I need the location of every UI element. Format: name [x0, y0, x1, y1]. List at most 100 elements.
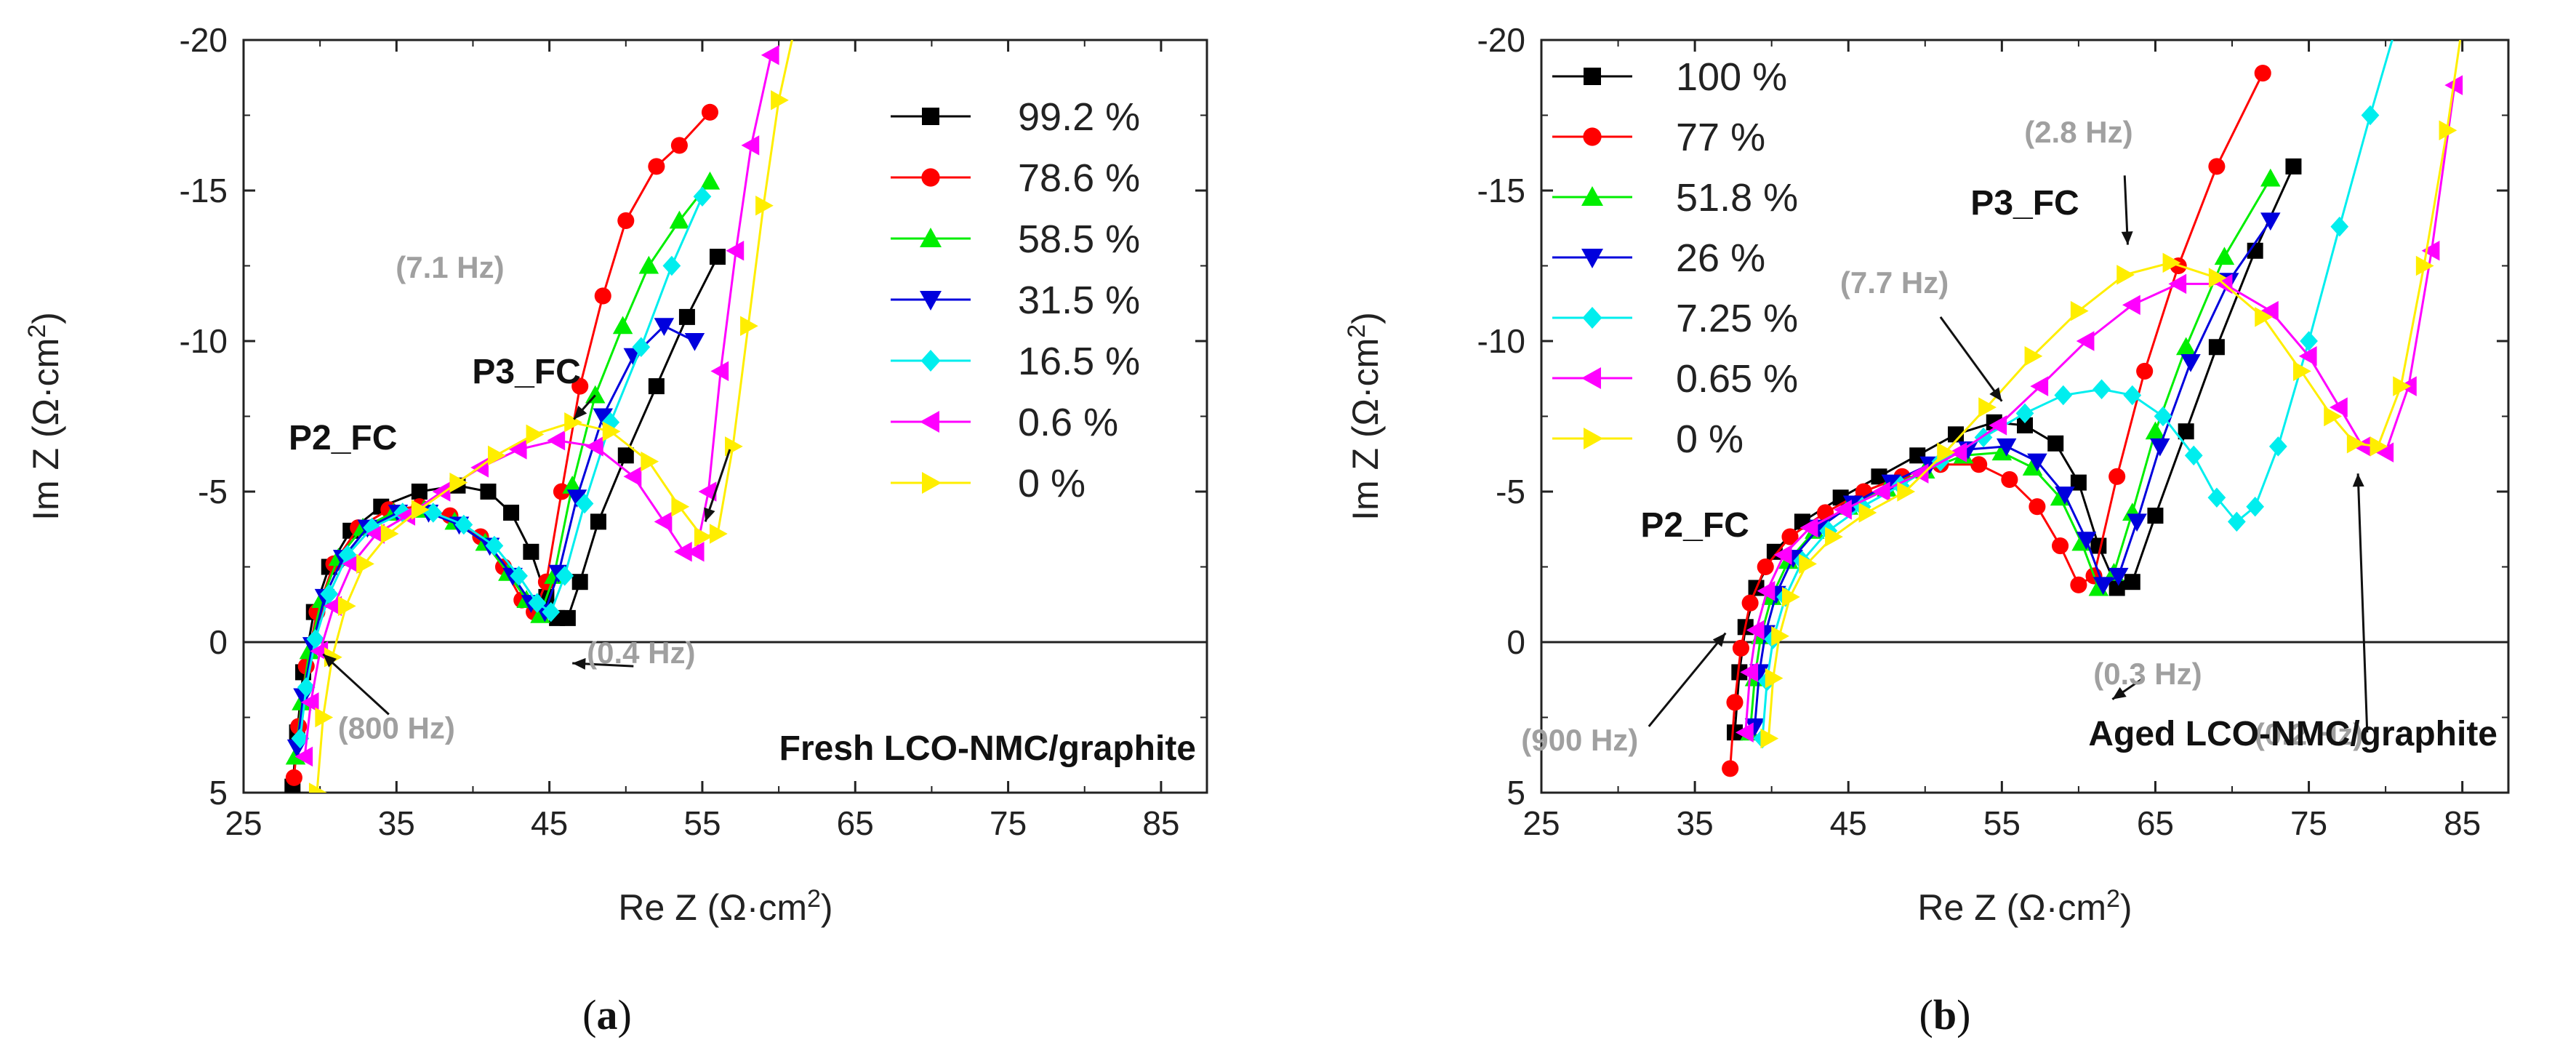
series-77-point [1970, 456, 1988, 473]
legend-marker [1582, 307, 1602, 329]
series-7-25-point [2392, 0, 2410, 20]
series-0-point [2255, 307, 2273, 327]
data-layer [284, 40, 793, 793]
series-0-6-point [710, 361, 729, 382]
series-0-point [1825, 526, 1843, 547]
series-0-6-point [547, 430, 566, 451]
y-tick-label: 5 [1506, 774, 1525, 812]
series-16-5-point [555, 566, 574, 586]
legend-label: 77 % [1676, 116, 1765, 159]
legend-marker [922, 108, 939, 125]
series-0-point [488, 445, 506, 466]
series-16-5-point [320, 584, 339, 604]
annotation-arrowhead [2352, 473, 2364, 487]
series-26-point [2127, 513, 2147, 532]
legend-marker [1581, 367, 1601, 389]
x-tick-label: 25 [225, 804, 262, 842]
series-77-point [2136, 362, 2154, 380]
annotation-label: P3_FC [472, 353, 580, 391]
x-tick-label: 35 [1677, 804, 1714, 842]
series-99-2-point [559, 609, 576, 626]
series-16-5-point [291, 728, 310, 749]
series-99-2-point [678, 308, 695, 325]
series-100-point [2047, 435, 2064, 452]
series-0-point [411, 500, 430, 520]
x-tick-label: 45 [1830, 804, 1867, 842]
series-0-65-point [1746, 620, 1765, 641]
series-99-2-point [617, 447, 634, 464]
annotation-arrowhead [2112, 686, 2127, 700]
series-7-25-point [2227, 511, 2246, 532]
series-0-point [2070, 300, 2089, 321]
x-axis-label: Re Z (Ω·cm2) [1917, 885, 2132, 928]
legend-marker [1584, 68, 1601, 85]
series-77-point [2029, 498, 2046, 516]
annotation-label: (0.4 Hz) [587, 636, 695, 670]
annotation-label: P2_FC [1640, 506, 1749, 545]
series-77-point [2070, 576, 2087, 593]
series-0-point [2370, 436, 2388, 457]
series-0-65-point [1736, 722, 1754, 742]
panel-caption: (a) [582, 991, 632, 1038]
series-0-point [694, 526, 713, 547]
series-7-25-point [2207, 487, 2226, 508]
series-58-5-point [638, 255, 659, 274]
series-58-5-point [562, 475, 582, 494]
x-tick-label: 65 [837, 804, 874, 842]
series-0-65-line [1744, 84, 2456, 733]
series-26-point [2260, 212, 2281, 231]
series-0-65-point [1757, 580, 1775, 601]
series-0-65-point [1989, 415, 2007, 436]
series-0-point [1897, 481, 1916, 502]
x-tick-label: 85 [1142, 804, 1179, 842]
legend-marker [920, 228, 942, 247]
x-tick-label: 75 [990, 804, 1027, 842]
panel-caption: (b) [1919, 991, 1971, 1038]
series-0-6-point [654, 511, 673, 532]
series-16-5-point [424, 503, 443, 523]
series-0-point [2455, 15, 2473, 36]
legend-label: 0.65 % [1676, 357, 1798, 401]
series-58-5-point [299, 641, 320, 660]
series-77-point [1781, 528, 1799, 545]
series-0-point [449, 472, 468, 493]
series-0-6-point [324, 596, 342, 617]
series-100-point [2017, 417, 2033, 433]
series-77-point [1722, 760, 1739, 777]
series-77-point [2052, 537, 2069, 555]
legend-label: 16.5 % [1018, 340, 1140, 383]
y-tick-label: -15 [1477, 172, 1525, 209]
series-99-2-point [480, 484, 497, 500]
annotation-arrowhead [704, 507, 715, 522]
legend-label: 7.25 % [1676, 297, 1798, 340]
series-78-6-point [594, 287, 611, 305]
annotation-label: (800 Hz) [338, 710, 455, 745]
series-16-5-point [297, 677, 316, 697]
series-0-point [2293, 361, 2311, 382]
series-77-point [1726, 694, 1744, 711]
series-0-65-point [1910, 463, 1929, 484]
series-58-5-point [669, 210, 690, 229]
series-0-point [2324, 406, 2342, 427]
series-0-point [1765, 668, 1783, 689]
series-16-5-point [632, 337, 651, 358]
series-0-6-point [508, 439, 527, 460]
x-tick-label: 35 [378, 804, 415, 842]
annotation-arrowhead [1989, 387, 2002, 401]
series-77-point [2208, 158, 2226, 175]
series-58-5-point [285, 746, 306, 765]
series-0-point [356, 553, 374, 574]
y-tick-label: 0 [209, 623, 228, 661]
series-99-2-point [411, 484, 428, 500]
annotation-label: (7.1 Hz) [396, 250, 504, 284]
series-31-5-point [684, 333, 705, 351]
legend-marker [922, 472, 942, 494]
series-0-65-point [2076, 331, 2095, 351]
series-16-5-point [693, 186, 712, 207]
series-77-point [1757, 558, 1774, 576]
annotation-arrowhead [323, 654, 337, 668]
series-78-6-point [617, 212, 635, 229]
series-0-point [526, 424, 545, 445]
series-78-6-point [701, 103, 719, 121]
